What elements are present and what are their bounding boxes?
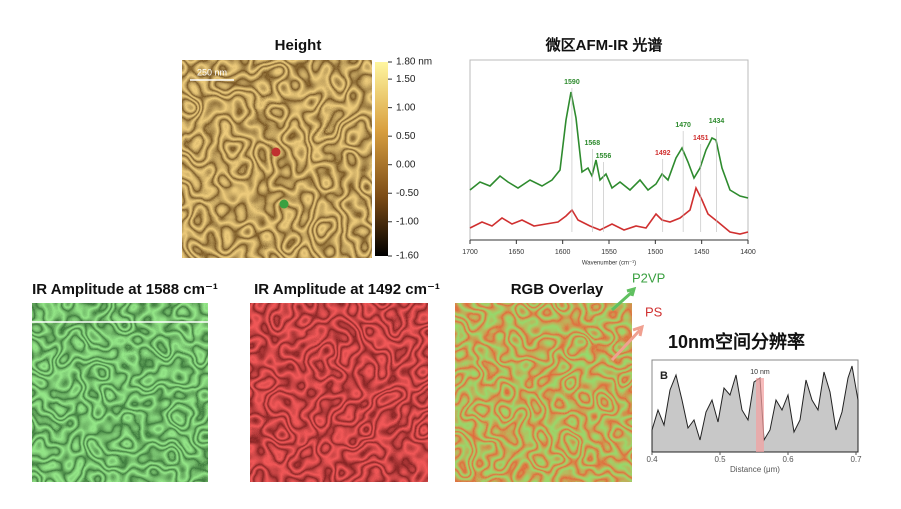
panel-title: Height: [275, 37, 322, 54]
x-tick-label: 1500: [648, 249, 664, 256]
arrow: [610, 324, 645, 362]
legend-label: P2VP: [632, 270, 665, 285]
panel-title: IR Amplitude at 1492 cm⁻¹: [254, 281, 440, 298]
arrow: [610, 286, 637, 312]
x-tick-label: 1400: [740, 249, 756, 256]
x-tick-label: 0.7: [850, 455, 862, 464]
x-tick-label: 0.4: [646, 455, 658, 464]
marker-label: 10 nm: [750, 369, 770, 376]
x-axis-label: Distance (μm): [730, 465, 780, 474]
colorbar-tick-label: -1.00: [396, 216, 419, 227]
panel-title: RGB Overlay: [511, 281, 604, 298]
x-tick-label: 1600: [555, 249, 571, 256]
resolution-title: 10nm空间分辨率: [668, 331, 805, 352]
spectrum-frame: [469, 59, 749, 241]
x-tick-label: 1650: [509, 249, 525, 256]
spectrum-green: [469, 91, 749, 199]
height-image: [182, 60, 372, 258]
probe-point: [271, 147, 281, 157]
peak-label: 1590: [564, 79, 580, 86]
overlay-map: [455, 303, 632, 482]
peak-label: 1556: [596, 153, 612, 160]
x-tick-label: 0.6: [782, 455, 794, 464]
colorbar-tick-label: 1.00: [396, 102, 416, 113]
probe-point: [279, 199, 289, 209]
panel-title: IR Amplitude at 1588 cm⁻¹: [32, 281, 218, 298]
x-tick-label: 0.5: [714, 455, 726, 464]
colorbar-tick-label: 1.80 nm: [396, 57, 432, 68]
legend-label: PS: [645, 304, 663, 319]
peak-label: 1492: [655, 150, 671, 157]
x-axis-label: Wavenumber (cm⁻¹): [582, 261, 636, 267]
spectrum-red: [469, 185, 749, 235]
x-tick-label: 1450: [694, 249, 710, 256]
ir-map-red: [250, 303, 428, 482]
peak-label: 1434: [709, 118, 725, 125]
panel-letter: B: [660, 370, 668, 382]
colorbar: [375, 62, 388, 256]
colorbar-tick-label: 0.00: [396, 159, 416, 170]
peak-label: 1451: [693, 135, 709, 142]
ir-map-green: [32, 303, 208, 482]
panel-title: 微区AFM-IR 光谱: [545, 36, 663, 54]
colorbar-tick-label: -0.50: [396, 188, 419, 199]
colorbar-tick-label: -1.60: [396, 251, 419, 262]
x-tick-label: 1700: [462, 249, 478, 256]
resolution-band: [756, 378, 764, 452]
peak-label: 1470: [675, 122, 691, 129]
x-tick-label: 1550: [601, 249, 617, 256]
colorbar-tick-label: 0.50: [396, 131, 416, 142]
peak-label: 1568: [585, 140, 601, 147]
scale-bar-label: 250 nm: [197, 67, 227, 77]
colorbar-tick-label: 1.50: [396, 74, 416, 85]
